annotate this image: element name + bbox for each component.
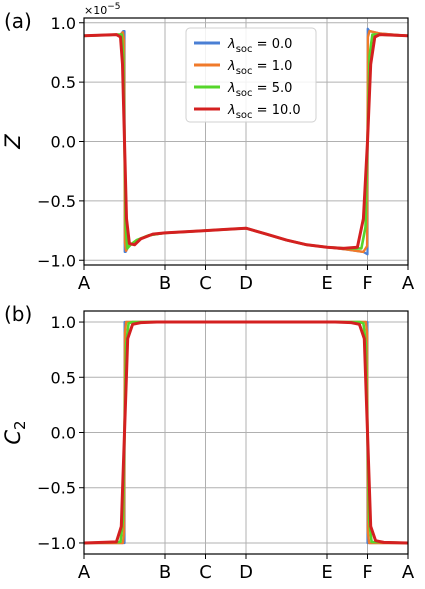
x-tick-label: B bbox=[159, 562, 171, 583]
x-tick-label: A bbox=[78, 273, 91, 294]
legend-entry: λsoc = 5.0 bbox=[227, 81, 292, 99]
panel-label: (b) bbox=[4, 302, 32, 326]
x-tick-label: D bbox=[239, 273, 253, 294]
y-tick-label: 0.5 bbox=[51, 73, 76, 92]
y-axis-label: C2 bbox=[1, 420, 29, 444]
y-tick-label: 0.5 bbox=[51, 368, 76, 387]
x-tick-label: C bbox=[199, 562, 212, 583]
panel-a: −1.0 −0.5 0.0 0.5 1.0 A B C D E F A (a) Z ×10−5 λsoc = … bbox=[1, 2, 415, 294]
panel-b: −1.0 −0.5 0.0 0.5 1.0 A B C D E F A (b) C2 bbox=[1, 302, 415, 583]
legend-entry: λsoc = 1.0 bbox=[227, 59, 292, 77]
axis-offset-text: ×10−5 bbox=[84, 2, 121, 17]
x-tick-label: E bbox=[321, 273, 332, 294]
y-axis-label: Z bbox=[1, 134, 25, 150]
panel-label: (a) bbox=[4, 9, 32, 33]
x-tick-label: A bbox=[78, 562, 91, 583]
series-line-10.0 bbox=[84, 320, 408, 545]
y-tick-label: −1.0 bbox=[37, 534, 76, 553]
legend: λsoc = 0.0 λsoc = 1.0 λsoc = 5.0 λsoc = 10.… bbox=[185, 27, 317, 123]
x-tick-label: D bbox=[239, 562, 253, 583]
legend-entry: λsoc = 10.0 bbox=[227, 103, 301, 121]
series-line-10.0 bbox=[84, 33, 408, 250]
x-tick-label: A bbox=[402, 273, 415, 294]
x-tick-label: C bbox=[199, 273, 212, 294]
y-tick-label: 0.0 bbox=[51, 133, 76, 152]
x-tick-label: B bbox=[159, 273, 171, 294]
x-tick-label: F bbox=[362, 273, 372, 294]
y-tick-label: 0.0 bbox=[51, 424, 76, 443]
x-tick-label: F bbox=[362, 562, 372, 583]
legend-box bbox=[185, 27, 317, 123]
y-tick-label: −1.0 bbox=[37, 251, 76, 270]
x-tick-label: A bbox=[402, 562, 415, 583]
legend-entry: λsoc = 0.0 bbox=[227, 37, 292, 55]
y-tick-label: −0.5 bbox=[37, 192, 76, 211]
y-tick-label: −0.5 bbox=[37, 479, 76, 498]
y-tick-label: 1.0 bbox=[51, 313, 76, 332]
x-tick-label: E bbox=[321, 562, 332, 583]
y-tick-label: 1.0 bbox=[51, 14, 76, 33]
